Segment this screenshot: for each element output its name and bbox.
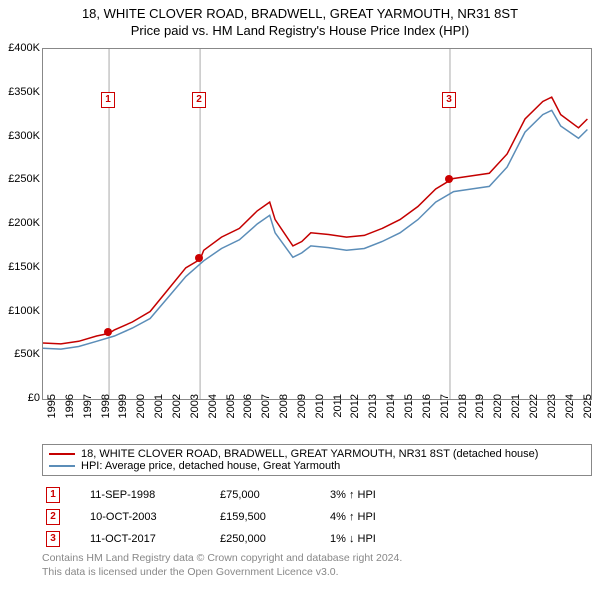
x-tick-label: 2002 xyxy=(171,394,183,434)
y-tick-label: £50K xyxy=(14,348,40,360)
x-tick-label: 2015 xyxy=(403,394,415,434)
x-tick-label: 2016 xyxy=(421,394,433,434)
sales-row-marker: 2 xyxy=(46,509,60,525)
x-tick-label: 2018 xyxy=(457,394,469,434)
sale-point-marker xyxy=(195,254,203,262)
sales-table: 1 11-SEP-1998£75,0003% ↑ HPI 2 10-OCT-2003£… xyxy=(42,484,590,550)
footer-line-2: This data is licensed under the Open Gov… xyxy=(42,566,339,578)
chart-marker-box: 2 xyxy=(192,92,206,108)
x-tick-label: 2007 xyxy=(260,394,272,434)
x-tick-label: 2001 xyxy=(153,394,165,434)
sales-row-pct: 1% ↓ HPI xyxy=(330,533,390,545)
chart-plot-area xyxy=(42,48,592,400)
legend-row: HPI: Average price, detached house, Grea… xyxy=(43,460,591,472)
chart-marker-box: 3 xyxy=(442,92,456,108)
footer: Contains HM Land Registry data © Crown c… xyxy=(42,552,402,579)
series-hpi xyxy=(43,110,587,349)
sales-row-date: 11-OCT-2017 xyxy=(90,533,220,545)
x-tick-label: 2013 xyxy=(367,394,379,434)
x-tick-label: 1995 xyxy=(46,394,58,434)
x-tick-label: 2017 xyxy=(439,394,451,434)
y-tick-label: £250K xyxy=(8,173,40,185)
x-tick-label: 2024 xyxy=(564,394,576,434)
title-line-1: 18, WHITE CLOVER ROAD, BRADWELL, GREAT Y… xyxy=(82,6,518,21)
x-tick-label: 2025 xyxy=(582,394,594,434)
sales-row-marker: 3 xyxy=(46,531,60,547)
sales-row-price: £250,000 xyxy=(220,533,330,545)
legend-swatch xyxy=(49,453,75,455)
x-tick-label: 2004 xyxy=(207,394,219,434)
x-tick-label: 2020 xyxy=(492,394,504,434)
x-tick-label: 1998 xyxy=(100,394,112,434)
y-tick-label: £100K xyxy=(8,305,40,317)
x-tick-label: 2008 xyxy=(278,394,290,434)
y-tick-label: £400K xyxy=(8,42,40,54)
x-tick-label: 2021 xyxy=(510,394,522,434)
sales-row-marker: 1 xyxy=(46,487,60,503)
chart-marker-box: 1 xyxy=(101,92,115,108)
sale-point-marker xyxy=(445,175,453,183)
sales-row-price: £159,500 xyxy=(220,511,330,523)
series-property xyxy=(43,97,587,344)
y-tick-label: £300K xyxy=(8,130,40,142)
y-tick-label: £0 xyxy=(28,392,40,404)
x-tick-label: 2003 xyxy=(189,394,201,434)
legend: 18, WHITE CLOVER ROAD, BRADWELL, GREAT Y… xyxy=(42,444,592,476)
sale-point-marker xyxy=(104,328,112,336)
sales-table-row: 3 11-OCT-2017£250,0001% ↓ HPI xyxy=(42,528,590,550)
container: 18, WHITE CLOVER ROAD, BRADWELL, GREAT Y… xyxy=(0,0,600,590)
y-tick-label: £350K xyxy=(8,86,40,98)
sales-table-row: 1 11-SEP-1998£75,0003% ↑ HPI xyxy=(42,484,590,506)
x-tick-label: 2014 xyxy=(385,394,397,434)
legend-swatch xyxy=(49,465,75,467)
x-tick-label: 2019 xyxy=(474,394,486,434)
chart-svg xyxy=(43,49,591,399)
sales-row-price: £75,000 xyxy=(220,489,330,501)
x-tick-label: 2012 xyxy=(349,394,361,434)
title-line-2: Price paid vs. HM Land Registry's House … xyxy=(131,23,469,38)
legend-label: 18, WHITE CLOVER ROAD, BRADWELL, GREAT Y… xyxy=(81,448,538,460)
x-tick-label: 2005 xyxy=(225,394,237,434)
sales-table-row: 2 10-OCT-2003£159,5004% ↑ HPI xyxy=(42,506,590,528)
y-tick-label: £150K xyxy=(8,261,40,273)
x-tick-label: 2000 xyxy=(135,394,147,434)
chart-title: 18, WHITE CLOVER ROAD, BRADWELL, GREAT Y… xyxy=(0,0,600,40)
x-tick-label: 1996 xyxy=(64,394,76,434)
x-tick-label: 1997 xyxy=(82,394,94,434)
legend-label: HPI: Average price, detached house, Grea… xyxy=(81,460,340,472)
y-tick-label: £200K xyxy=(8,217,40,229)
x-tick-label: 2023 xyxy=(546,394,558,434)
x-tick-label: 2006 xyxy=(242,394,254,434)
x-tick-label: 2011 xyxy=(332,394,344,434)
footer-line-1: Contains HM Land Registry data © Crown c… xyxy=(42,552,402,564)
sales-row-pct: 4% ↑ HPI xyxy=(330,511,390,523)
sales-row-date: 10-OCT-2003 xyxy=(90,511,220,523)
x-tick-label: 2010 xyxy=(314,394,326,434)
sales-row-date: 11-SEP-1998 xyxy=(90,489,220,501)
legend-row: 18, WHITE CLOVER ROAD, BRADWELL, GREAT Y… xyxy=(43,448,591,460)
sales-row-pct: 3% ↑ HPI xyxy=(330,489,390,501)
x-tick-label: 2009 xyxy=(296,394,308,434)
x-tick-label: 2022 xyxy=(528,394,540,434)
x-tick-label: 1999 xyxy=(117,394,129,434)
